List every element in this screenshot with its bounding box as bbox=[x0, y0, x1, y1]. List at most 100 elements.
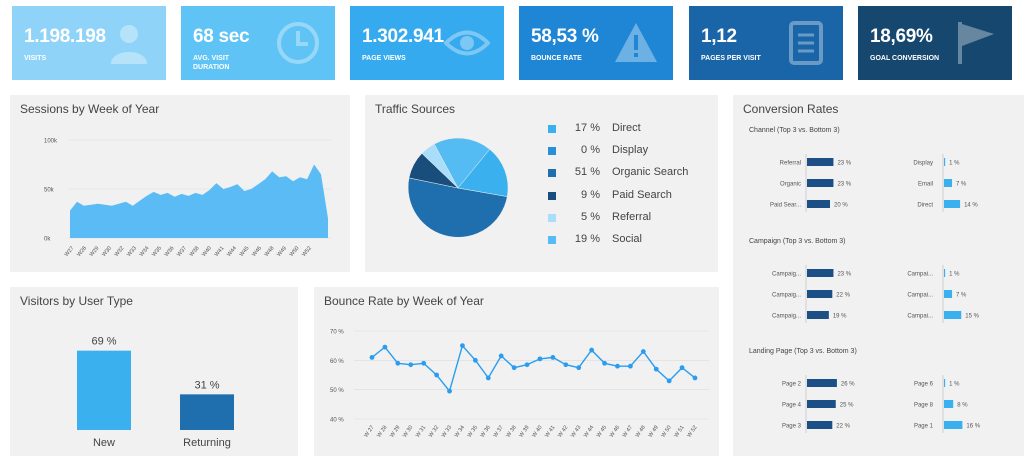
category-label: Returning bbox=[183, 437, 231, 449]
legend-label: Referral bbox=[612, 210, 652, 223]
legend-percent: 17 % bbox=[574, 122, 600, 134]
row-label: Campaig... bbox=[772, 314, 801, 320]
y-tick-label: 100k bbox=[44, 139, 58, 145]
bar-value: 14 % bbox=[964, 203, 978, 209]
kpi-label-line: GOAL CONVERSION bbox=[870, 55, 940, 62]
row-label: Campai... bbox=[907, 272, 933, 278]
x-tick-label: W 50 bbox=[661, 425, 673, 439]
data-point bbox=[666, 378, 672, 384]
legend-percent: 9 % bbox=[581, 188, 600, 201]
x-tick-label: W28 bbox=[76, 245, 88, 258]
x-tick-label: W 45 bbox=[596, 425, 608, 439]
legend-swatch bbox=[548, 125, 556, 133]
data-point bbox=[576, 365, 582, 371]
legend-swatch bbox=[548, 236, 556, 244]
data-point bbox=[589, 347, 595, 353]
legend-label: Paid Search bbox=[612, 188, 672, 201]
data-point bbox=[408, 362, 414, 368]
data-point bbox=[628, 363, 633, 369]
bar-value: 20 % bbox=[834, 203, 848, 209]
conversion-bar-top bbox=[807, 179, 834, 187]
data-point bbox=[640, 349, 646, 354]
kpi-value: 1,12 bbox=[701, 26, 737, 47]
bar-value: 23 % bbox=[837, 272, 851, 278]
x-tick-label: W41 bbox=[214, 245, 226, 258]
x-tick-label: W 39 bbox=[518, 425, 530, 439]
clock-icon bbox=[277, 22, 319, 64]
x-tick-label: W32 bbox=[114, 245, 126, 258]
conversion-bar-bottom bbox=[944, 179, 953, 187]
data-point bbox=[395, 360, 401, 366]
row-label: Page 8 bbox=[914, 403, 934, 409]
x-tick-label: W27 bbox=[64, 245, 76, 258]
kpi-label-line: PAGES PER VISIT bbox=[701, 55, 761, 62]
legend-label: Social bbox=[612, 233, 642, 245]
visitor-bar bbox=[180, 394, 234, 430]
visitors-panel: Visitors by User Type 69 % New 31 % Returni… bbox=[10, 287, 298, 456]
x-tick-label: W 28 bbox=[376, 425, 388, 439]
visitor-bar bbox=[77, 350, 131, 430]
pie-slice bbox=[433, 137, 491, 189]
x-tick-label: W38 bbox=[189, 245, 201, 258]
kpi-label: GOAL CONVERSION bbox=[870, 54, 1012, 63]
y-tick-label: 40 % bbox=[330, 418, 344, 424]
bar-value: 19 % bbox=[833, 314, 847, 320]
row-label: Email bbox=[918, 182, 933, 188]
conversion-bar-bottom bbox=[944, 290, 953, 298]
x-tick-label: W50 bbox=[289, 245, 301, 258]
bar-value: 1 % bbox=[949, 272, 960, 278]
conversion-bar-bottom bbox=[944, 158, 946, 166]
kpi-tile: 68 sec AVG. VISIT DURATION bbox=[181, 6, 335, 80]
eye-icon bbox=[444, 30, 490, 56]
sessions-area bbox=[70, 164, 328, 238]
x-tick-label: W37 bbox=[176, 245, 188, 258]
x-tick-label: W 27 bbox=[363, 425, 375, 439]
data-point bbox=[602, 360, 607, 366]
legend-percent: 19 % bbox=[574, 233, 600, 245]
conversion-bar-bottom bbox=[944, 200, 961, 208]
section-title: Channel (Top 3 vs. Bottom 3) bbox=[749, 127, 840, 134]
category-label: New bbox=[93, 437, 115, 449]
bar-value: 26 % bbox=[841, 382, 855, 388]
traffic-pie-chart bbox=[407, 137, 509, 238]
traffic-title: Traffic Sources bbox=[375, 102, 456, 116]
conversion-bar-bottom bbox=[944, 400, 954, 408]
pie-slice bbox=[407, 177, 508, 238]
row-label: Campaig... bbox=[772, 272, 801, 278]
x-tick-label: W48 bbox=[264, 245, 276, 258]
visitors-bar-chart: 69 % New 31 % Returning bbox=[77, 336, 234, 449]
kpi-label: BOUNCE RATE bbox=[531, 54, 673, 63]
bar-value: 23 % bbox=[837, 182, 851, 188]
row-label: Referral bbox=[780, 161, 801, 167]
data-point bbox=[550, 355, 556, 360]
bounce-panel: Bounce Rate by Week of Year 70 % 60 % 50 %… bbox=[314, 287, 719, 456]
bar-value: 22 % bbox=[836, 293, 850, 299]
x-tick-label: W 32 bbox=[428, 425, 440, 439]
conversion-bar-top bbox=[807, 311, 829, 319]
kpi-tile: 58,53 % BOUNCE RATE bbox=[519, 6, 673, 80]
x-tick-label: W 48 bbox=[635, 425, 647, 439]
bounce-line-chart: 70 % 60 % 50 % 40 % W 27 W 28 W 29 W 30 W 31 W 32… bbox=[330, 330, 709, 439]
kpi-value: 1.198.198 bbox=[24, 26, 106, 47]
x-tick-label: W 36 bbox=[480, 425, 492, 439]
x-tick-label: W 46 bbox=[609, 425, 621, 439]
x-tick-label: W46 bbox=[251, 245, 263, 258]
conversion-bar-top bbox=[807, 379, 837, 387]
data-point bbox=[472, 357, 478, 363]
conversion-bar-top bbox=[807, 290, 833, 298]
legend-swatch bbox=[548, 147, 556, 156]
data-point bbox=[679, 365, 685, 371]
data-point bbox=[369, 355, 375, 360]
legend-label: Display bbox=[612, 144, 649, 157]
conversion-bar-top bbox=[807, 269, 834, 277]
kpi-label: VISITS bbox=[24, 54, 166, 63]
data-point bbox=[563, 362, 569, 368]
x-tick-label: W49 bbox=[276, 245, 288, 258]
data-point bbox=[692, 375, 698, 381]
conversion-charts: Channel (Top 3 vs. Bottom 3) Referral 23 %… bbox=[749, 127, 981, 433]
sessions-panel: Sessions by Week of Year 100k 50k 0k W27 W28… bbox=[10, 95, 350, 272]
x-tick-label: W 30 bbox=[402, 425, 414, 439]
x-tick-label: W30 bbox=[101, 245, 113, 258]
bar-value: 22 % bbox=[836, 424, 850, 430]
